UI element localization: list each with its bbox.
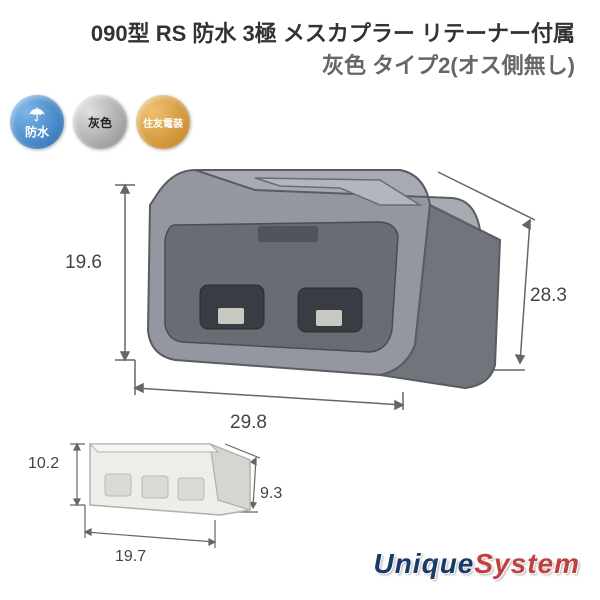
badge-waterproof: ☂ 防水 (10, 95, 64, 149)
dim-retainer-depth: 9.3 (260, 485, 282, 503)
product-title: 090型 RS 防水 3極 メスカプラー リテーナー付属 灰色 タイプ2(オス側… (91, 16, 575, 80)
watermark-part1: Unique (373, 548, 474, 579)
dim-main-height: 19.6 (65, 252, 102, 274)
main-connector-diagram (80, 130, 580, 430)
title-line1: 090型 RS 防水 3極 メスカプラー リテーナー付属 (91, 16, 575, 48)
badge-maker-label: 住友電装 (143, 115, 183, 130)
product-diagram-canvas: 090型 RS 防水 3極 メスカプラー リテーナー付属 灰色 タイプ2(オス側… (0, 0, 600, 600)
dim-retainer-width: 19.7 (115, 548, 146, 566)
watermark-part2: System (474, 548, 580, 579)
umbrella-icon: ☂ (29, 106, 45, 124)
badge-color-label: 灰色 (88, 114, 112, 131)
title-line2: 灰色 タイプ2(オス側無し) (91, 48, 575, 80)
brand-watermark: UniqueSystem (373, 548, 580, 580)
dim-main-width: 29.8 (230, 412, 267, 434)
badge-waterproof-label: 防水 (25, 126, 49, 138)
dim-main-depth: 28.3 (530, 285, 567, 307)
dim-retainer-height: 10.2 (28, 455, 59, 473)
